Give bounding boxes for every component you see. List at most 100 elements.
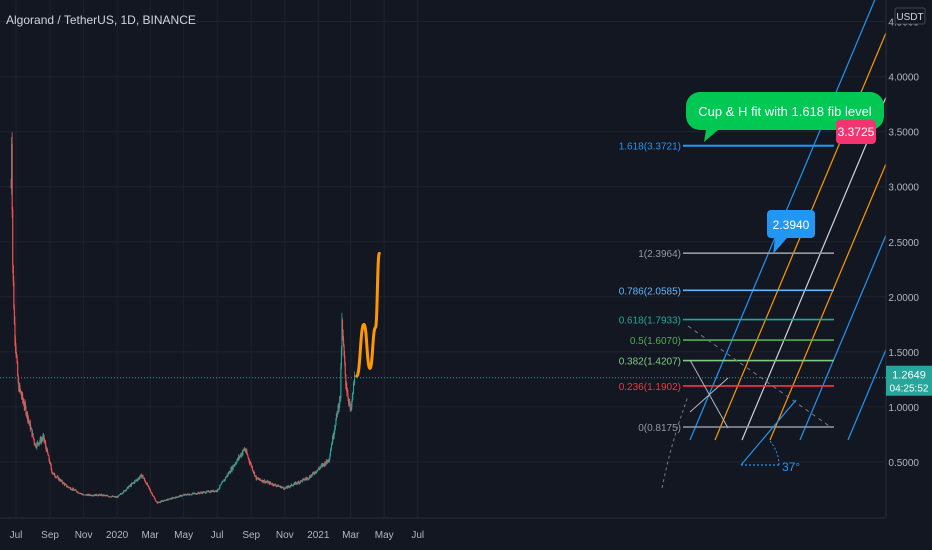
candle [256, 477, 258, 481]
candle-body [123, 490, 125, 493]
candle-body [238, 456, 240, 460]
candle-body [80, 493, 83, 495]
target-badge[interactable]: 3.3725 [836, 120, 876, 144]
fib-level[interactable]: 0.382(1.4207) [619, 357, 834, 368]
candle [297, 480, 299, 485]
candle-body [332, 436, 334, 444]
candle [244, 447, 246, 452]
candle-body [349, 402, 351, 403]
candle [111, 496, 113, 498]
candle-body [319, 466, 322, 468]
cup-curve[interactable] [661, 395, 689, 489]
candle [66, 484, 68, 488]
fib-channel-line[interactable] [769, 0, 932, 441]
candle-body [27, 412, 29, 421]
candle [256, 477, 258, 479]
candle [163, 499, 165, 502]
candle [81, 493, 83, 495]
projection-path[interactable] [355, 251, 381, 378]
candle [200, 491, 202, 494]
fib-level-label: 0.786(2.0585) [619, 286, 681, 297]
candle-body [66, 484, 68, 487]
handle-trendline[interactable] [687, 325, 833, 429]
candle [107, 495, 109, 497]
candle [146, 482, 148, 486]
candle-body [154, 498, 156, 501]
drawing-tools[interactable] [355, 144, 834, 489]
candle-body [126, 487, 128, 490]
fib-channel-line[interactable] [689, 0, 900, 441]
candle [280, 485, 282, 489]
candle-body [220, 484, 222, 486]
candle-body [303, 478, 305, 481]
cup-handle-callout[interactable]: Cup & H fit with 1.618 fib level [686, 92, 884, 142]
candle-body [56, 476, 58, 478]
candle [294, 481, 296, 486]
candle-body [311, 473, 313, 476]
time-scale[interactable]: Jul Sep Nov 2020 Mar May Jul Sep Nov 2021 Mar May Ju… [10, 530, 425, 541]
candle [51, 471, 53, 475]
candle [258, 478, 260, 481]
candle-body [317, 469, 319, 471]
candle-body [163, 500, 165, 502]
candle-body [142, 475, 144, 478]
candle-body [236, 460, 238, 463]
x-tick-label: Jul [211, 530, 224, 541]
candle [252, 470, 255, 475]
candle-body [335, 413, 338, 420]
candle-body [314, 471, 316, 474]
fib-level[interactable]: 1(2.3964) [638, 249, 834, 260]
fib-level-label: 1.618(3.3721) [619, 142, 681, 153]
candle [151, 493, 153, 496]
candle-body [255, 475, 257, 477]
candle [225, 476, 227, 479]
candle [353, 380, 355, 386]
candle [73, 489, 75, 491]
candle [147, 485, 150, 488]
candle-body [118, 495, 120, 497]
candle-body [321, 465, 323, 466]
fib-channel-line[interactable] [847, 0, 932, 441]
y-tick-label: 1.5000 [888, 348, 919, 359]
candle-body [283, 487, 285, 489]
fib-level[interactable]: 0.786(2.0585) [619, 286, 834, 297]
candle-body [283, 488, 285, 490]
candle [118, 495, 120, 497]
candle-body [334, 425, 336, 429]
candle-body [218, 488, 220, 490]
candle [290, 484, 292, 488]
candle-countdown: 04:25:52 [890, 384, 929, 395]
candle [143, 477, 145, 479]
angle-ray[interactable] [740, 399, 797, 466]
candle [47, 451, 49, 456]
candle-body [284, 487, 286, 489]
candle [346, 382, 348, 397]
fib-level[interactable]: 0.236(1.1902) [619, 382, 834, 393]
y-tick-label: 2.5000 [888, 238, 919, 249]
candle-body [63, 482, 65, 484]
fib-level[interactable]: 0.618(1.7933) [619, 316, 834, 327]
candle [159, 502, 161, 504]
candle [303, 477, 305, 482]
candle-body [46, 448, 48, 453]
candle-body [218, 487, 220, 489]
fib-level[interactable]: 0(0.8175) [638, 423, 834, 434]
candle [313, 471, 315, 475]
candle-body [294, 482, 296, 485]
fib-retracement-levels[interactable]: 1.618(3.3721) 1(2.3964) 0.786(2.0585) 0.618… [619, 142, 834, 434]
handle-line[interactable] [689, 377, 729, 413]
x-tick-label: Nov [75, 530, 93, 541]
candle-body [36, 442, 38, 447]
candle [126, 487, 128, 490]
candle-body [97, 495, 99, 497]
candle-body [38, 442, 40, 445]
peak-price-badge[interactable]: 2.3940 [767, 210, 815, 254]
candle-body [306, 478, 308, 480]
handle-line[interactable] [689, 359, 729, 429]
candle [222, 481, 224, 483]
candle-body [329, 451, 331, 456]
candle-body [204, 491, 206, 494]
candle-body [13, 281, 15, 309]
currency-button[interactable] [894, 7, 926, 25]
